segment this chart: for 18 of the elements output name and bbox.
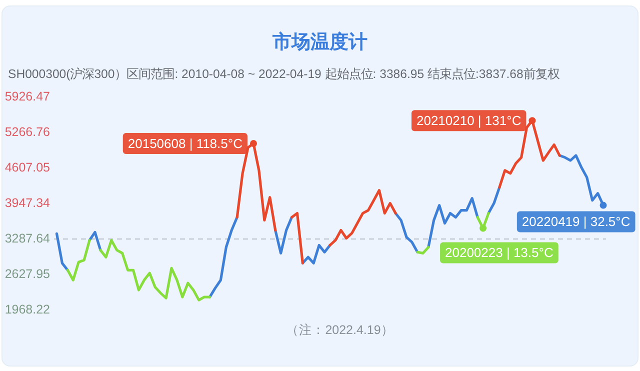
point xyxy=(250,140,257,148)
text: （注：2022.4.19） xyxy=(286,323,394,337)
y-tick-label: 3947.34 xyxy=(4,196,50,210)
y-tick-label: 5266.76 xyxy=(4,124,50,139)
annotation: 20220419 | 32.5°C xyxy=(522,214,630,230)
annotation: 20200223 | 13.5°C xyxy=(445,245,554,260)
point xyxy=(480,224,487,232)
chart-subtitle: SH000300(沪深300）区间范围: 2010-04-08 ~ 2022-04-19 起始点位: 3386.95 结束点位:3837.68前复权 xyxy=(8,67,560,81)
y-tick-label: 2627.95 xyxy=(4,266,50,281)
y-tick-label: 5926.47 xyxy=(4,89,50,104)
point xyxy=(528,117,536,124)
y-tick-label: 3287.64 xyxy=(4,231,50,246)
chart-title: 市场温度计 xyxy=(272,31,368,53)
annotation: 20150608 | 118.5°C xyxy=(128,136,242,151)
annotation: 20210210 | 131°C xyxy=(416,113,522,128)
y-tick-label: 1968.22 xyxy=(4,302,50,316)
point xyxy=(600,202,607,209)
y-tick-label: 4607.05 xyxy=(4,160,50,174)
